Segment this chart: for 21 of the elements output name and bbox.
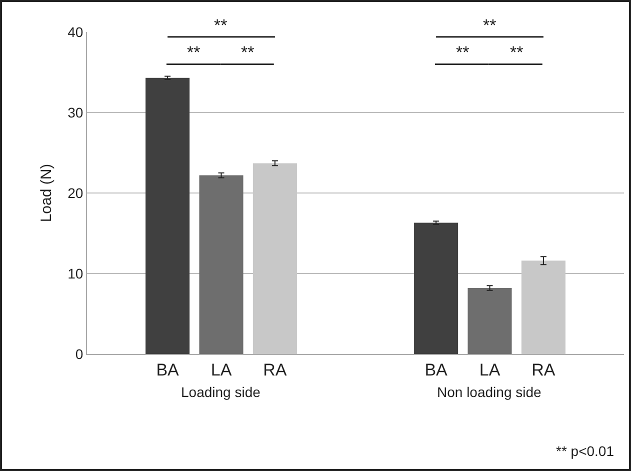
y-axis-title: Load (N) [38,164,55,222]
x-tick-label: RA [532,360,556,380]
y-tick-label: 20 [68,184,84,201]
annotation: ** [214,16,228,35]
x-tick-label: RA [263,360,288,380]
text: Loading side [181,384,261,400]
x-tick-label: LA [210,360,232,380]
y-tick-label: 30 [68,104,84,120]
annotation: ** [510,43,524,62]
y-tick-label: 0 [75,346,84,362]
annotation: ** [456,43,470,62]
annotation: ** [187,43,201,62]
annotation: ** [483,16,497,35]
x-tick-label: BA [424,360,448,380]
x-tick-label: LA [479,360,501,380]
annotation: ** [241,43,255,62]
text: ** p<0.01 [556,443,614,459]
y-tick-label: 40 [68,24,84,40]
x-tick-label: BA [156,360,180,380]
y-tick-label: 10 [68,265,84,282]
text: Non loading side [437,384,542,400]
